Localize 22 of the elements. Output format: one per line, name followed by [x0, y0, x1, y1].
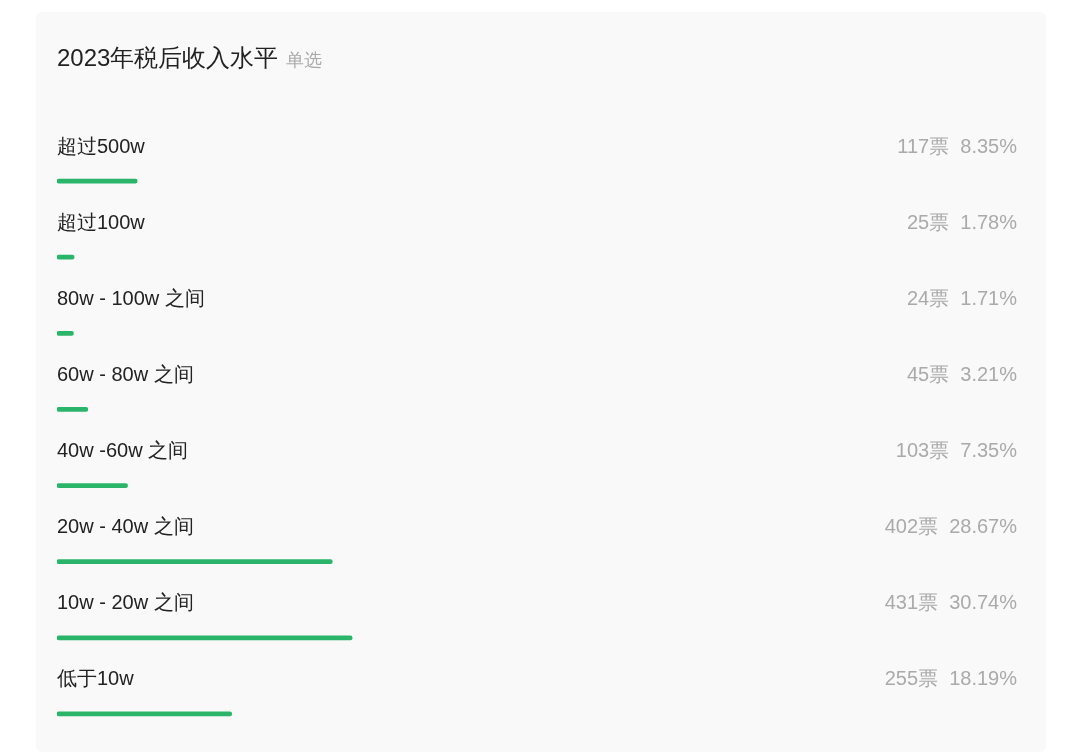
y-tick-label: 40w -60w 之间: [57, 439, 189, 462]
y-tick-label: 60w - 80w 之间: [57, 362, 194, 385]
y-tick-label: 80w - 100w 之间: [57, 286, 205, 309]
y-tick-label: 低于10w: [57, 667, 135, 690]
bar: [57, 559, 333, 565]
data-label: 103票 7.35%: [895, 439, 1018, 462]
chart-title: 2023年税后收入水平: [57, 44, 279, 71]
data-label: 24票 1.71%: [906, 286, 1018, 309]
y-tick-label: 20w - 40w 之间: [57, 515, 194, 538]
data-label: 25票 1.78%: [906, 210, 1018, 233]
chart-subtitle: 单选: [286, 50, 323, 70]
data-label: 255票 18.19%: [884, 667, 1018, 690]
bar: [57, 635, 353, 641]
y-tick-label: 超过500w: [57, 134, 146, 157]
y-tick-label: 超过100w: [57, 210, 146, 233]
bar: [57, 407, 89, 412]
data-label: 117票 8.35%: [897, 134, 1018, 157]
y-tick-label: 10w - 20w 之间: [57, 591, 194, 614]
bar: [57, 483, 128, 488]
data-label: 45票 3.21%: [906, 362, 1018, 385]
data-label: 431票 30.74%: [884, 591, 1018, 614]
data-label: 402票 28.67%: [884, 515, 1018, 538]
